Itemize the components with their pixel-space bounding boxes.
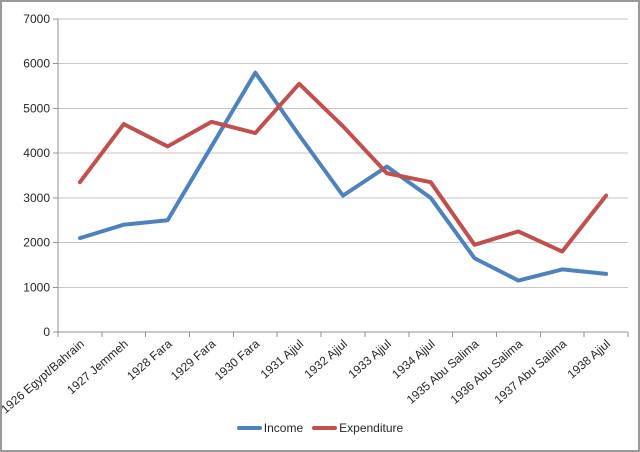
y-axis-tick-label: 1000: [23, 280, 50, 294]
income-line-swatch-icon: [236, 426, 262, 430]
x-axis-category-label: 1932 Ajjul: [302, 337, 350, 382]
x-axis-category-label: 1938 Ajjul: [565, 337, 613, 382]
y-axis-tick-label: 0: [43, 325, 50, 339]
expenditure-line-swatch-icon: [312, 426, 338, 430]
legend: Income Expenditure: [2, 419, 638, 437]
y-axis-tick-label: 2000: [23, 236, 50, 250]
legend-label-expenditure: Expenditure: [339, 421, 404, 435]
y-axis-tick-label: 6000: [23, 57, 50, 71]
x-axis-category-label: 1929 Fara: [168, 336, 219, 383]
y-axis-tick-label: 5000: [23, 101, 50, 115]
legend-item-expenditure[interactable]: Expenditure: [312, 421, 403, 435]
x-axis-category-label: 1930 Fara: [212, 336, 263, 383]
y-axis-tick-label: 7000: [23, 12, 50, 26]
y-axis-tick-label: 3000: [23, 191, 50, 205]
legend-item-income[interactable]: Income: [236, 421, 304, 435]
x-axis-category-label: 1931 Ajjul: [258, 337, 306, 382]
y-axis-tick-label: 4000: [23, 146, 50, 160]
legend-label-income: Income: [263, 421, 304, 435]
income-line[interactable]: [77, 70, 609, 283]
x-axis-category-label: 1933 Ajjul: [345, 337, 393, 382]
expenditure-line[interactable]: [77, 81, 609, 254]
x-axis-category-label: 1928 Fara: [124, 336, 175, 383]
x-axis-category-label: 1926 Egypt/Bahrain: [2, 337, 87, 417]
